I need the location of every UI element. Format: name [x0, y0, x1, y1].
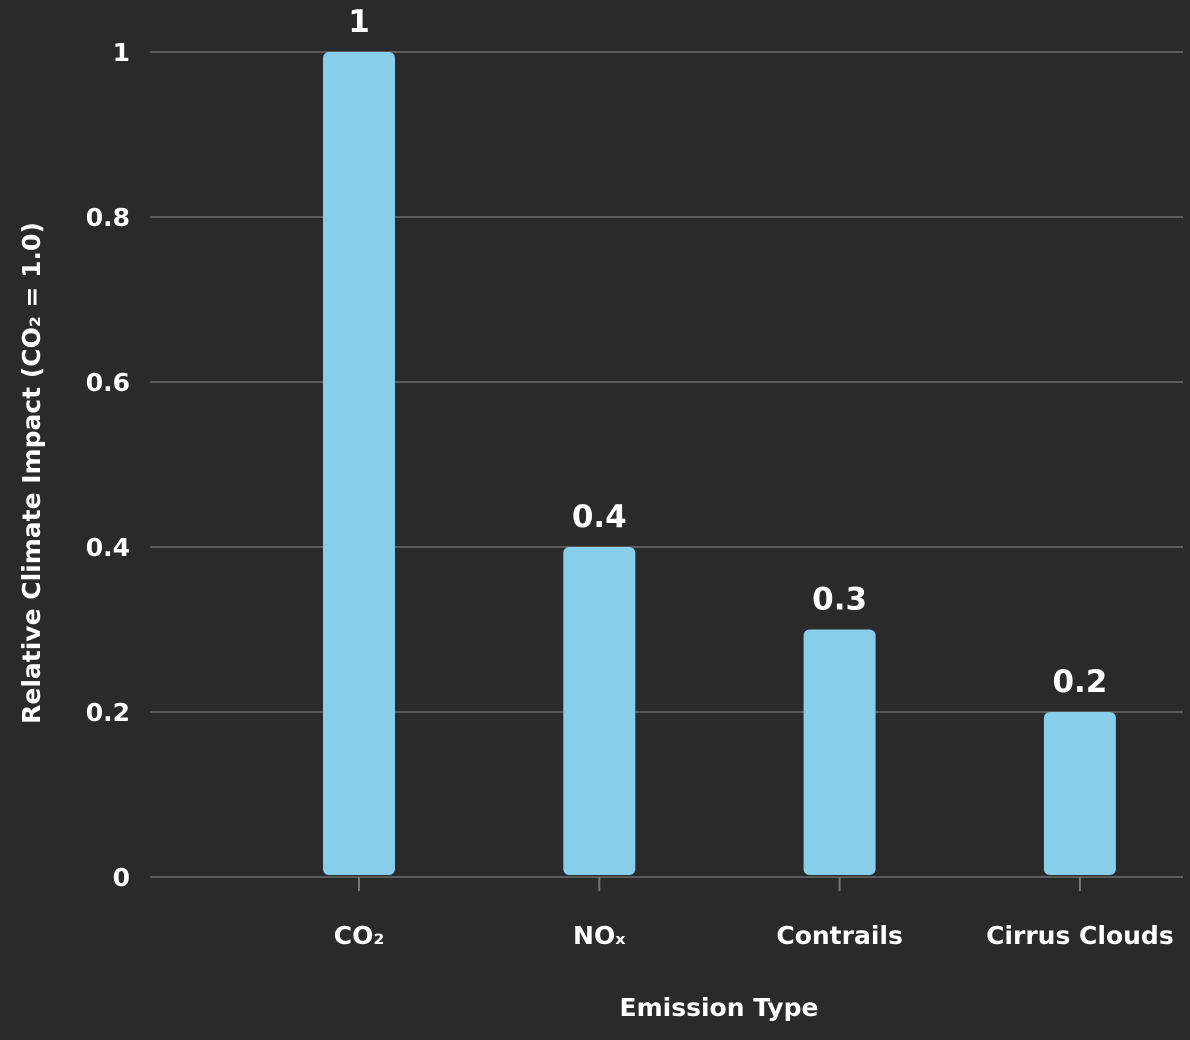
y-axis-ticks: 0 0.2 0.4 0.6 0.8 1 — [86, 38, 130, 892]
bar-2 — [803, 629, 876, 875]
bar-3 — [1043, 712, 1116, 875]
bars — [323, 52, 1116, 875]
x-tick-label: Contrails — [776, 921, 903, 950]
grid-layer — [150, 51, 1183, 878]
y-axis-title: Relative Climate Impact (CO₂ = 1.0) — [17, 222, 46, 724]
y-tick-label: 0.6 — [86, 368, 130, 397]
data-label: 0.2 — [1052, 664, 1107, 700]
x-tick-label: CO₂ — [334, 921, 385, 950]
x-axis-ticks: CO₂ NOₓ Contrails Cirrus Clouds — [334, 877, 1174, 950]
data-labels: 1 0.4 0.3 0.2 — [348, 4, 1107, 700]
y-tick-label: 0.8 — [86, 203, 130, 232]
data-label: 0.3 — [812, 582, 867, 618]
x-tick-label: NOₓ — [573, 921, 626, 950]
data-label: 1 — [348, 4, 370, 40]
data-label: 0.4 — [572, 499, 627, 535]
y-tick-label: 0 — [113, 863, 130, 892]
bar-0 — [323, 52, 395, 875]
x-axis-title: Emission Type — [620, 993, 819, 1022]
bar-1 — [563, 547, 636, 875]
y-tick-label: 0.2 — [86, 698, 130, 727]
x-tick-label: Cirrus Clouds — [986, 921, 1174, 950]
y-tick-label: 1 — [113, 38, 130, 67]
y-tick-label: 0.4 — [86, 533, 130, 562]
